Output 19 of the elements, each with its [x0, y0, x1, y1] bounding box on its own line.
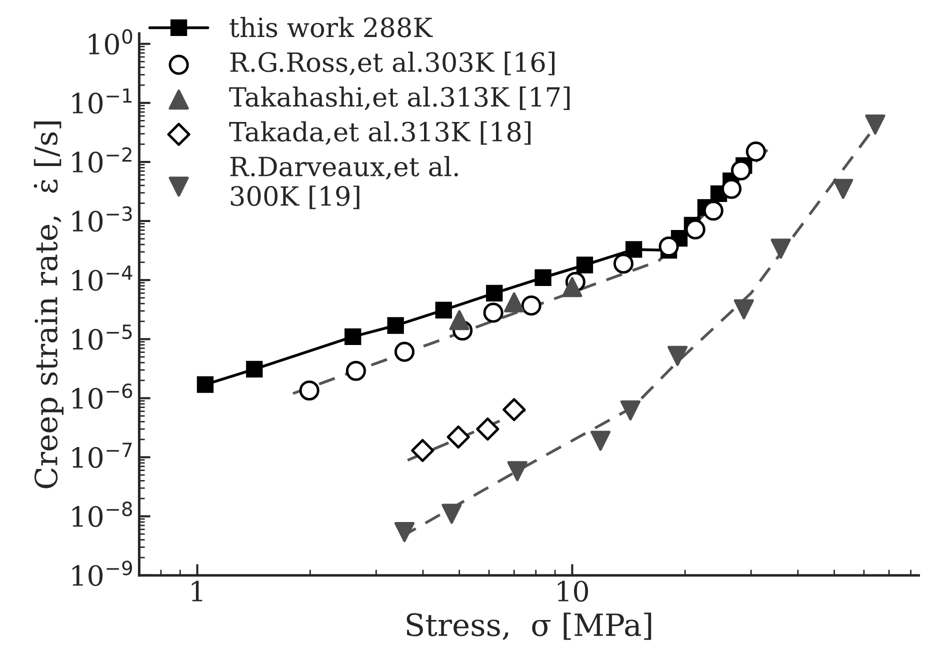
y-tick-label: 10$^{0}$: [88, 29, 132, 55]
y-tick-label: 10$^{−6}$: [72, 383, 132, 409]
y-tick-label: 10$^{−5}$: [72, 324, 132, 350]
y-tick-label: 10$^{−4}$: [72, 266, 132, 291]
legend-label: R.G.Ross,et al.303K [16]: [230, 52, 554, 76]
y-axis-title: Creep strain rate, ε̇ [/s]: [34, 121, 64, 488]
x-tick-label: 10: [558, 580, 588, 602]
legend-label: Takahashi,et al.313K [17]: [229, 86, 570, 110]
legend-label: Takada,et al.313K [18]: [229, 121, 530, 145]
x-tick-label: 1: [192, 580, 202, 602]
y-tick-label: 10$^{−7}$: [72, 442, 132, 468]
legend-label: this work 288K: [230, 16, 433, 38]
y-tick-label: 10$^{−9}$: [72, 560, 132, 586]
y-tick-label: 10$^{−3}$: [72, 206, 132, 232]
y-tick-label: 10$^{−2}$: [72, 147, 132, 173]
y-tick-label: 10$^{−8}$: [72, 502, 132, 528]
y-tick-label: 10$^{−1}$: [72, 88, 132, 114]
legend-label: R.Darveaux,et al. 300K [19]: [230, 156, 458, 210]
x-axis-title: Stress, σ [MPa]: [406, 612, 652, 640]
